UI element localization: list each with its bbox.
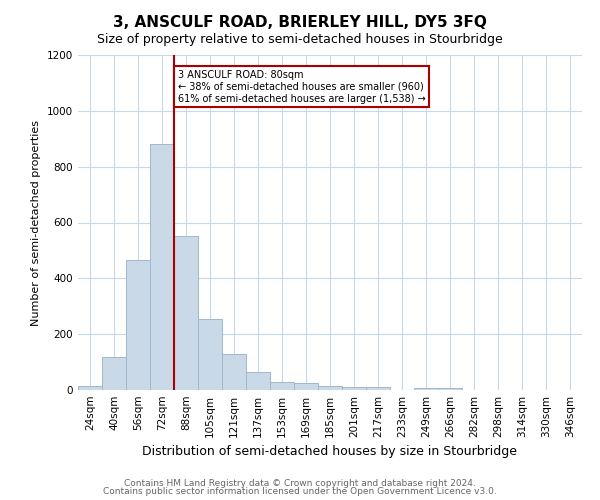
Bar: [438, 388, 462, 390]
Bar: [414, 388, 438, 390]
Bar: [102, 356, 126, 390]
Bar: [150, 144, 174, 390]
Text: 3, ANSCULF ROAD, BRIERLEY HILL, DY5 3FQ: 3, ANSCULF ROAD, BRIERLEY HILL, DY5 3FQ: [113, 15, 487, 30]
Bar: [174, 236, 198, 390]
Text: 3 ANSCULF ROAD: 80sqm
← 38% of semi-detached houses are smaller (960)
61% of sem: 3 ANSCULF ROAD: 80sqm ← 38% of semi-deta…: [178, 70, 425, 104]
Bar: [366, 387, 390, 390]
Text: Contains public sector information licensed under the Open Government Licence v3: Contains public sector information licen…: [103, 487, 497, 496]
X-axis label: Distribution of semi-detached houses by size in Stourbridge: Distribution of semi-detached houses by …: [143, 446, 517, 458]
Bar: [318, 386, 342, 390]
Bar: [342, 387, 366, 390]
Text: Contains HM Land Registry data © Crown copyright and database right 2024.: Contains HM Land Registry data © Crown c…: [124, 478, 476, 488]
Bar: [78, 386, 102, 390]
Bar: [126, 260, 150, 390]
Bar: [294, 383, 318, 390]
Bar: [270, 382, 294, 390]
Y-axis label: Number of semi-detached properties: Number of semi-detached properties: [31, 120, 41, 326]
Bar: [222, 354, 246, 390]
Bar: [246, 372, 270, 390]
Text: Size of property relative to semi-detached houses in Stourbridge: Size of property relative to semi-detach…: [97, 32, 503, 46]
Bar: [198, 319, 222, 390]
